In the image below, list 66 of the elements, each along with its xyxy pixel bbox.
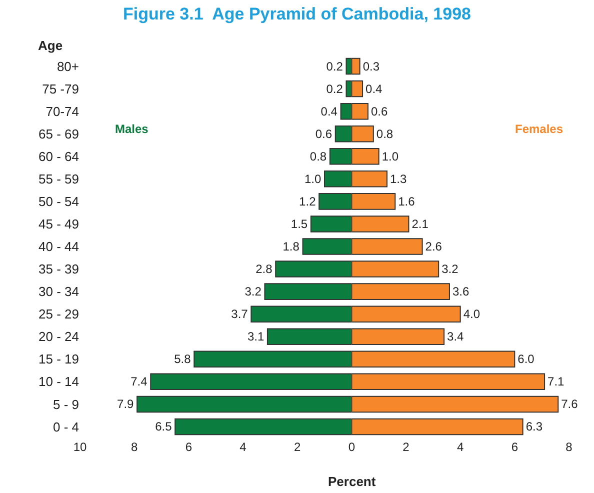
y-tick-label: 40 - 44 xyxy=(38,239,79,254)
data-label: 3.1 xyxy=(247,330,264,344)
x-tick-label: 10 xyxy=(73,440,87,454)
data-label: 3.2 xyxy=(442,262,459,276)
x-axis-title: Percent xyxy=(328,474,376,489)
data-label: 1.3 xyxy=(390,172,407,186)
y-tick-label: 50 - 54 xyxy=(38,194,79,209)
text: Females xyxy=(515,122,564,136)
data-label: 0.2 xyxy=(326,82,344,96)
data-label: 0.3 xyxy=(362,59,380,74)
data-label: 6.3 xyxy=(526,420,543,434)
x-tick-label: 8 xyxy=(130,440,138,454)
x-tick-label: 4 xyxy=(240,440,247,454)
data-label: 1.0 xyxy=(382,149,399,164)
data-label: 1.0 xyxy=(304,172,322,186)
y-tick-label: 30 - 34 xyxy=(38,284,79,300)
data-label: 0.4 xyxy=(320,104,338,118)
data-label: 0.2 xyxy=(326,59,344,74)
text: Males xyxy=(115,122,149,136)
data-label: 1.6 xyxy=(398,194,416,208)
y-tick-label: 20 - 24 xyxy=(38,329,79,344)
data-label: 3.7 xyxy=(231,307,248,322)
data-label: 7.6 xyxy=(561,397,578,412)
x-tick-label: 2 xyxy=(294,440,301,454)
data-label: 2.1 xyxy=(412,216,429,231)
y-axis-title: Age xyxy=(38,38,63,53)
y-tick-label: 45 - 49 xyxy=(38,216,79,232)
x-tick-label: 6 xyxy=(185,440,192,454)
y-tick-label: 70-74 xyxy=(46,104,79,119)
data-label: 4.0 xyxy=(463,307,480,322)
data-label: 7.4 xyxy=(130,374,148,389)
data-label: 2.6 xyxy=(425,240,442,254)
data-label: 0.6 xyxy=(370,104,388,118)
y-tick-label: 55 - 59 xyxy=(38,171,79,186)
data-label: 6.0 xyxy=(518,352,535,366)
chart-title: Figure 3.1 Age Pyramid of Cambodia, 1998 xyxy=(123,4,471,24)
data-label: 1.5 xyxy=(290,216,308,231)
data-label: 1.8 xyxy=(282,240,300,254)
y-tick-label: 0 - 4 xyxy=(52,419,79,434)
data-label: 0.6 xyxy=(315,126,332,141)
data-label: 1.2 xyxy=(299,194,316,208)
data-label: 5.8 xyxy=(174,352,192,366)
y-tick-label: 10 - 14 xyxy=(38,374,79,390)
x-tick-label: 4 xyxy=(456,440,464,454)
y-tick-label: 80+ xyxy=(56,58,79,74)
data-label: 3.6 xyxy=(452,284,470,299)
data-label: 3.4 xyxy=(447,330,464,344)
x-tick-label: 0 xyxy=(348,440,356,454)
data-label: 3.2 xyxy=(244,284,262,299)
y-tick-label: 35 - 39 xyxy=(38,262,79,277)
data-label: 0.4 xyxy=(366,82,383,96)
y-tick-label: 65 - 69 xyxy=(38,126,79,142)
x-tick-label: 2 xyxy=(402,440,410,454)
data-label: 7.1 xyxy=(548,374,565,389)
y-tick-label: 5 - 9 xyxy=(52,396,79,412)
data-label: 2.8 xyxy=(256,262,273,276)
y-tick-label: 25 - 29 xyxy=(38,306,79,322)
data-label: 6.5 xyxy=(155,420,172,434)
y-tick-label: 60 - 64 xyxy=(38,148,79,164)
x-tick-label: 6 xyxy=(511,440,518,454)
y-tick-label: 15 - 19 xyxy=(38,352,79,367)
x-tick-label: 8 xyxy=(566,440,573,454)
y-tick-label: 75 -79 xyxy=(42,81,79,96)
data-label: 7.9 xyxy=(117,397,134,412)
data-label: 0.8 xyxy=(310,149,327,164)
data-label: 0.8 xyxy=(376,126,394,141)
